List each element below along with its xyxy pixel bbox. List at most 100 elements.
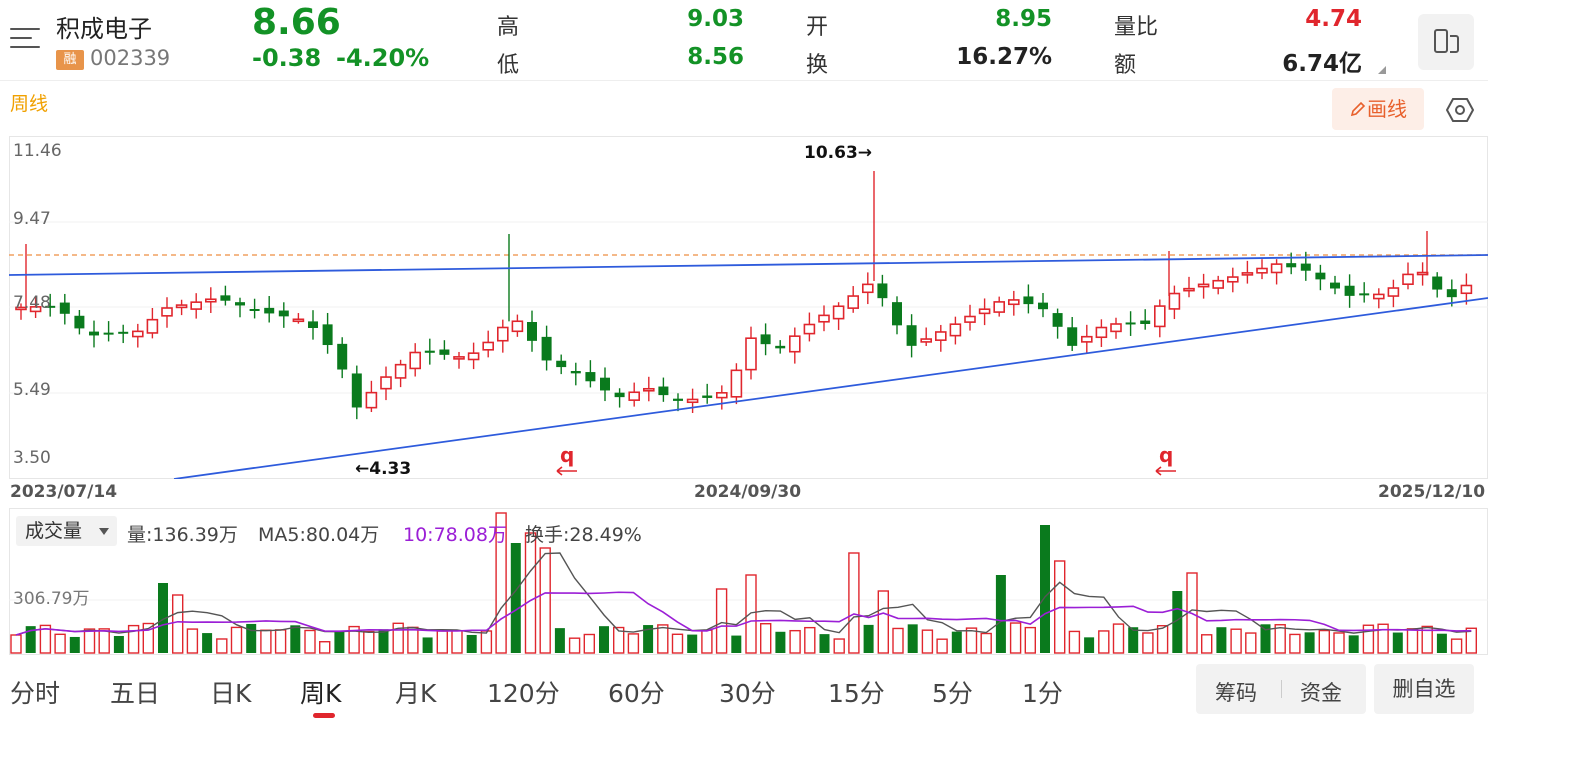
volume-bar [186, 628, 199, 654]
candle [439, 349, 450, 355]
tab-five-day[interactable]: 五日 [110, 679, 161, 708]
event-marker-glyph: q [1159, 443, 1173, 467]
candle [556, 360, 567, 368]
volume-bar [216, 638, 228, 654]
y-tick-label: 5.49 [13, 380, 51, 400]
volume-bar [775, 631, 786, 653]
volume-bar [951, 631, 962, 653]
y-tick-label: 3.50 [13, 448, 51, 468]
candle [906, 325, 917, 346]
event-marker[interactable]: q [556, 443, 577, 476]
volume-ma10: 10:78.08万 [403, 524, 507, 546]
candle [964, 315, 976, 323]
margin-trading-badge: 融 [56, 50, 84, 70]
date-start: 2023/07/14 [10, 482, 118, 502]
tab-5min[interactable]: 5分 [932, 679, 973, 708]
candle [1373, 293, 1385, 300]
candle [496, 326, 509, 342]
tab-30min[interactable]: 30分 [719, 679, 776, 708]
chart-period-label: 周线 [10, 93, 49, 115]
volume-bar [436, 630, 448, 654]
candle [1007, 299, 1020, 306]
candle [146, 318, 159, 334]
tab-daily-k[interactable]: 日K [210, 679, 252, 708]
candle [205, 298, 217, 303]
quote-value-amount: 6.74亿 [1282, 51, 1362, 77]
volume-bar [863, 624, 874, 653]
tab-15min[interactable]: 15分 [828, 679, 885, 708]
chips-button[interactable]: 筹码 [1215, 681, 1257, 705]
volume-bar [230, 626, 243, 654]
volume-bar [1260, 624, 1271, 653]
tab-monthly-k[interactable]: 月K [395, 679, 437, 708]
event-marker[interactable]: q [1155, 443, 1176, 476]
draw-line-label: 画线 [1367, 97, 1407, 121]
volume-bar [25, 626, 36, 653]
volume-indicator-select[interactable]: 成交量 [16, 516, 117, 546]
tab-1min[interactable]: 1分 [1022, 679, 1063, 708]
quote-value-open: 8.95 [995, 6, 1052, 32]
volume-bar [1112, 623, 1125, 654]
kline-chart[interactable]: 11.46 9.47 7.48 5.49 3.50 10.63→ ←4.33 q… [9, 136, 1488, 479]
candle [511, 320, 524, 333]
candle [453, 356, 465, 360]
candle [1140, 320, 1151, 324]
volume-chart[interactable]: 306.79万 [9, 508, 1488, 655]
settings-icon[interactable] [1446, 96, 1474, 124]
volume-bar [1421, 625, 1433, 654]
candle [730, 369, 743, 398]
volume-bar [127, 624, 140, 654]
candle [1359, 293, 1370, 296]
volume-bar [274, 629, 287, 654]
volume-bar [995, 575, 1006, 653]
candle [1212, 279, 1224, 289]
tab-60min[interactable]: 60分 [608, 679, 665, 708]
candle [264, 307, 275, 314]
volume-bar [83, 628, 96, 654]
candle [220, 295, 231, 301]
candle [322, 324, 333, 346]
candle [642, 387, 655, 392]
tab-intraday[interactable]: 分时 [10, 679, 61, 708]
volume-y-tick: 306.79万 [13, 589, 89, 609]
candle [861, 283, 874, 294]
volume-bar [627, 633, 640, 654]
candle [1052, 313, 1063, 327]
candle [45, 305, 56, 308]
volume-bar [348, 625, 360, 654]
remove-watchlist-button[interactable]: 删自选 [1374, 664, 1474, 714]
dropdown-caret-icon [99, 528, 109, 535]
volume-bar [510, 543, 521, 653]
candle [1154, 305, 1166, 328]
tab-weekly-k[interactable]: 周K [300, 679, 342, 708]
volume-bar [1230, 628, 1242, 654]
volume-bar [1348, 635, 1359, 653]
funds-button[interactable]: 资金 [1300, 681, 1342, 705]
expand-corner-icon[interactable] [1378, 66, 1386, 74]
candle [585, 372, 596, 382]
volume-bar [260, 629, 272, 654]
candle [467, 352, 480, 361]
candle [380, 376, 392, 390]
tab-120min[interactable]: 120分 [487, 679, 560, 708]
candle [527, 322, 537, 341]
menu-icon[interactable] [10, 28, 42, 52]
quote-label-volume-ratio: 量比 [1114, 15, 1159, 40]
volume-bar [1304, 632, 1315, 653]
volume-bar [319, 641, 331, 654]
volume-bar [451, 629, 463, 654]
date-middle: 2024/09/30 [694, 482, 802, 502]
candle [614, 392, 625, 398]
volume-bar [848, 552, 860, 654]
volume-bar [1392, 632, 1403, 653]
volume-bar [1318, 629, 1331, 654]
button-divider [1281, 680, 1282, 698]
draw-line-button[interactable]: 画线 [1332, 88, 1424, 130]
landscape-toggle-button[interactable] [1418, 14, 1474, 70]
quote-label-high: 高 [497, 15, 520, 40]
volume-bar [1098, 630, 1110, 654]
volume-bar [1333, 632, 1345, 654]
candle [832, 305, 845, 320]
candle [89, 331, 99, 336]
volume-bar [539, 547, 551, 654]
